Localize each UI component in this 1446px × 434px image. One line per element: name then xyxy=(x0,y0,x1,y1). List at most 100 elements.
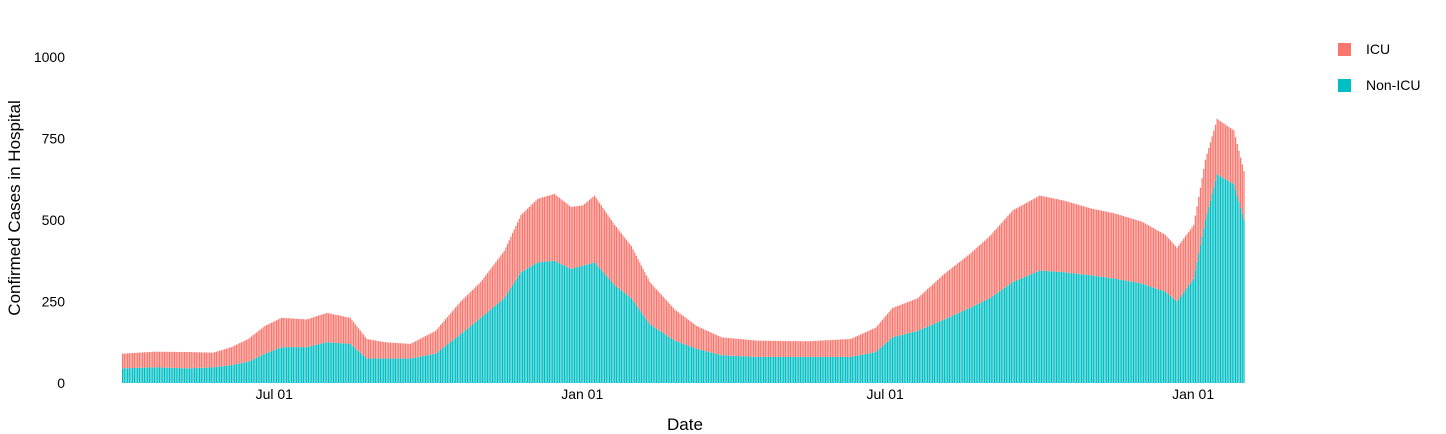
bar-non-icu xyxy=(1164,291,1166,383)
bar-non-icu xyxy=(224,365,226,383)
bar-non-icu xyxy=(982,301,984,383)
bar-non-icu xyxy=(913,331,915,383)
bar-icu xyxy=(793,341,795,357)
bar-icu xyxy=(1127,217,1130,282)
bar-icu xyxy=(575,206,577,268)
bar-non-icu xyxy=(605,275,607,383)
bar-icu xyxy=(962,259,964,312)
bar-non-icu xyxy=(327,342,330,383)
bar-non-icu xyxy=(197,367,199,383)
bar-non-icu xyxy=(140,367,142,383)
bar-icu xyxy=(538,198,540,263)
bar-icu xyxy=(267,324,269,353)
bar-non-icu xyxy=(1206,213,1208,383)
bar-non-icu xyxy=(476,320,479,383)
bar-non-icu xyxy=(1241,214,1243,383)
bar-non-icu xyxy=(235,364,238,383)
bar-icu xyxy=(784,340,787,357)
bar-non-icu xyxy=(843,356,845,383)
bar-non-icu xyxy=(575,267,577,383)
bar-icu xyxy=(761,340,763,357)
bar-non-icu xyxy=(1034,272,1036,383)
bar-icu xyxy=(1223,123,1225,179)
bar-icu xyxy=(128,353,130,369)
bar-non-icu xyxy=(369,358,371,383)
bar-non-icu xyxy=(1159,289,1161,383)
bar-non-icu xyxy=(876,350,879,383)
bar-non-icu xyxy=(1119,279,1121,383)
bar-non-icu xyxy=(324,342,326,383)
bar-icu xyxy=(324,313,326,343)
bar-non-icu xyxy=(463,331,465,383)
bar-non-icu xyxy=(972,306,974,383)
bar-non-icu xyxy=(513,282,515,383)
bar-icu xyxy=(301,319,303,348)
bar-icu xyxy=(198,352,201,368)
bar-icu xyxy=(809,341,812,357)
bar-non-icu xyxy=(522,271,524,383)
bar-non-icu xyxy=(470,325,472,383)
bar-icu xyxy=(153,351,156,368)
bar-non-icu xyxy=(1219,176,1222,383)
bar-icu xyxy=(314,316,316,346)
bar-non-icu xyxy=(294,347,296,383)
bar-icu xyxy=(414,341,417,358)
bar-icu xyxy=(220,350,222,367)
bar-non-icu xyxy=(885,343,887,383)
bar-icu xyxy=(1169,240,1171,296)
bar-icu xyxy=(814,340,817,357)
bar-non-icu xyxy=(445,345,447,383)
bar-icu xyxy=(530,205,532,267)
bar-icu xyxy=(893,307,895,337)
bar-non-icu xyxy=(1137,282,1140,383)
bar-non-icu xyxy=(421,356,423,383)
bar-non-icu xyxy=(292,347,294,383)
stacked-bars xyxy=(122,118,1245,384)
bar-icu xyxy=(987,237,989,300)
bar-non-icu xyxy=(928,325,930,383)
bar-non-icu xyxy=(200,367,202,383)
bar-non-icu xyxy=(152,367,154,383)
bar-icu xyxy=(764,340,766,357)
bar-icu xyxy=(612,222,614,284)
y-tick-label: 250 xyxy=(42,294,66,310)
bar-non-icu xyxy=(573,267,576,383)
bar-icu xyxy=(664,298,666,335)
bar-icu xyxy=(555,195,557,262)
bar-icu xyxy=(384,342,387,359)
bar-icu xyxy=(1042,196,1044,271)
bar-non-icu xyxy=(1086,274,1088,383)
bar-icu xyxy=(1052,198,1054,272)
bar-non-icu xyxy=(555,261,557,383)
bar-non-icu xyxy=(204,367,206,383)
bar-icu xyxy=(371,339,373,359)
bar-icu xyxy=(799,341,802,357)
x-tick-label: Jan 01 xyxy=(561,386,603,402)
bar-non-icu xyxy=(1149,286,1151,383)
bar-icu xyxy=(1072,203,1074,274)
bar-icu xyxy=(749,340,751,357)
bar-icu xyxy=(891,308,894,338)
bar-icu xyxy=(1184,236,1187,291)
bar-non-icu xyxy=(441,348,443,383)
y-tick-label: 500 xyxy=(42,212,66,228)
bar-icu xyxy=(1047,197,1049,272)
bar-non-icu xyxy=(978,303,981,383)
bar-non-icu xyxy=(1144,284,1146,383)
bar-icu xyxy=(562,200,564,265)
bar-icu xyxy=(928,287,930,326)
bar-icu xyxy=(617,229,619,288)
bar-non-icu xyxy=(337,343,340,383)
bar-non-icu xyxy=(1117,279,1120,383)
bar-non-icu xyxy=(1087,275,1089,383)
bar-icu xyxy=(463,298,465,332)
bar-icu xyxy=(932,284,934,325)
bar-non-icu xyxy=(593,262,596,383)
bar-non-icu xyxy=(198,367,201,383)
bar-non-icu xyxy=(128,368,130,383)
bar-non-icu xyxy=(314,345,316,383)
bar-non-icu xyxy=(448,343,450,383)
bar-non-icu xyxy=(952,315,954,383)
bar-non-icu xyxy=(1052,271,1054,383)
bar-non-icu xyxy=(1169,295,1171,383)
